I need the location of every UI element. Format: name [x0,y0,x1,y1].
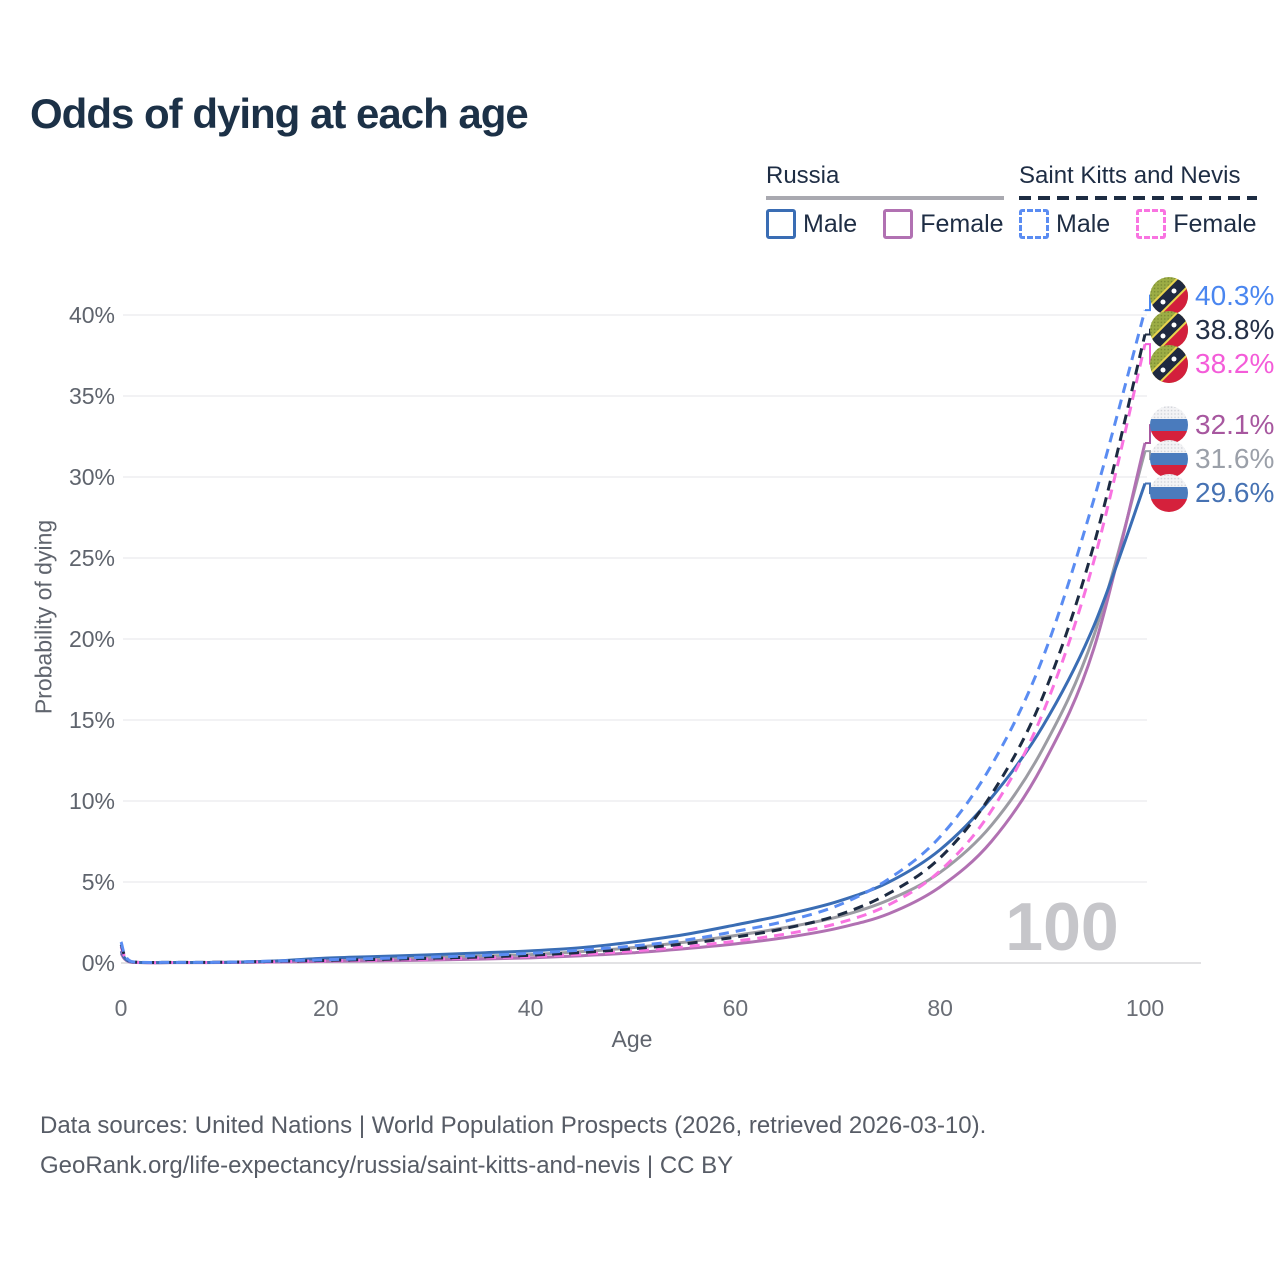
skn-female-swatch-icon [1136,209,1167,239]
russia-flag-icon [1150,440,1188,479]
x-tick-label: 100 [1126,995,1164,1021]
y-tick-label: 0% [82,950,115,976]
saint-kitts-and-nevis-flag-icon [1150,276,1188,315]
saint-kitts-and-nevis-female-end-label: 38.2% [1150,344,1275,383]
footer-attribution: GeoRank.org/life-expectancy/russia/saint… [40,1152,734,1179]
x-axis-title: Age [611,1026,653,1052]
x-tick-label: 40 [518,995,544,1021]
y-tick-label: 25% [69,545,115,571]
legend-group-title-saint-kitts-and-nevis: Saint Kitts and Nevis [1019,162,1241,189]
legend-label: Female [920,209,1004,238]
saint-kitts-and-nevis-flag-icon [1150,344,1188,383]
legend-group-saint-kitts-and-nevis: Saint Kitts and Nevis Male Female [1019,162,1257,239]
age-watermark: 100 [1005,889,1118,965]
russia-both-end-label: 31.6% [1150,440,1275,479]
legend-group-russia: Russia Male Female [766,162,1004,239]
legend-item-skn-male[interactable]: Male [1019,209,1110,239]
end-label-value: 38.8% [1195,313,1275,345]
russia-male-end-label: 29.6% [1150,474,1275,513]
y-tick-label: 40% [69,302,115,328]
russia-male-swatch-icon [766,209,796,239]
x-tick-label: 80 [927,995,953,1021]
legend-item-russia-female[interactable]: Female [883,209,1004,239]
russia-female-swatch-icon [883,209,914,239]
page-title: Odds of dying at each age [30,90,529,137]
legend-label: Male [1056,209,1111,238]
end-label-value: 31.6% [1195,443,1275,475]
legend-item-skn-female[interactable]: Female [1136,209,1257,239]
x-tick-label: 20 [313,995,339,1021]
legend-underline-skn-dashed [1019,196,1257,200]
x-tick-label: 60 [723,995,749,1021]
saint-kitts-and-nevis-male-end-label: 40.3% [1150,276,1275,315]
end-label-value: 29.6% [1195,477,1275,509]
legend-label: Female [1173,209,1257,238]
end-label-value: 32.1% [1195,409,1275,441]
y-tick-label: 15% [69,707,115,733]
legend-item-russia-male[interactable]: Male [766,209,857,239]
y-tick-label: 35% [69,383,115,409]
saint-kitts-and-nevis-female-line [119,343,1147,965]
russia-flag-icon [1150,406,1188,445]
saint-kitts-and-nevis-flag-icon [1150,310,1188,349]
saint-kitts-and-nevis-both-end-label: 38.8% [1150,310,1275,349]
y-axis-title: Probability of dying [30,519,57,715]
russia-flag-icon [1150,474,1188,513]
saint-kitts-and-nevis-both-line [119,334,1147,964]
russia-male-line [119,482,1147,965]
y-tick-label: 5% [82,869,115,895]
end-label-value: 40.3% [1195,279,1275,311]
y-tick-label: 20% [69,626,115,652]
russia-female-line [119,442,1147,965]
x-tick-label: 0 [115,995,128,1021]
y-tick-label: 10% [69,788,115,814]
footer-data-sources: Data sources: United Nations | World Pop… [40,1112,987,1139]
russia-both-line [119,450,1147,965]
y-tick-label: 30% [69,464,115,490]
legend-label: Male [803,209,858,238]
skn-male-swatch-icon [1019,209,1049,239]
legend-underline-russia-solid [766,196,1004,200]
russia-female-end-label: 32.1% [1150,406,1275,445]
legend-group-title-russia: Russia [766,162,840,189]
end-label-value: 38.2% [1195,347,1275,379]
footer: Data sources: United Nations | World Pop… [40,1106,986,1186]
saint-kitts-and-nevis-male-line [119,309,1147,964]
